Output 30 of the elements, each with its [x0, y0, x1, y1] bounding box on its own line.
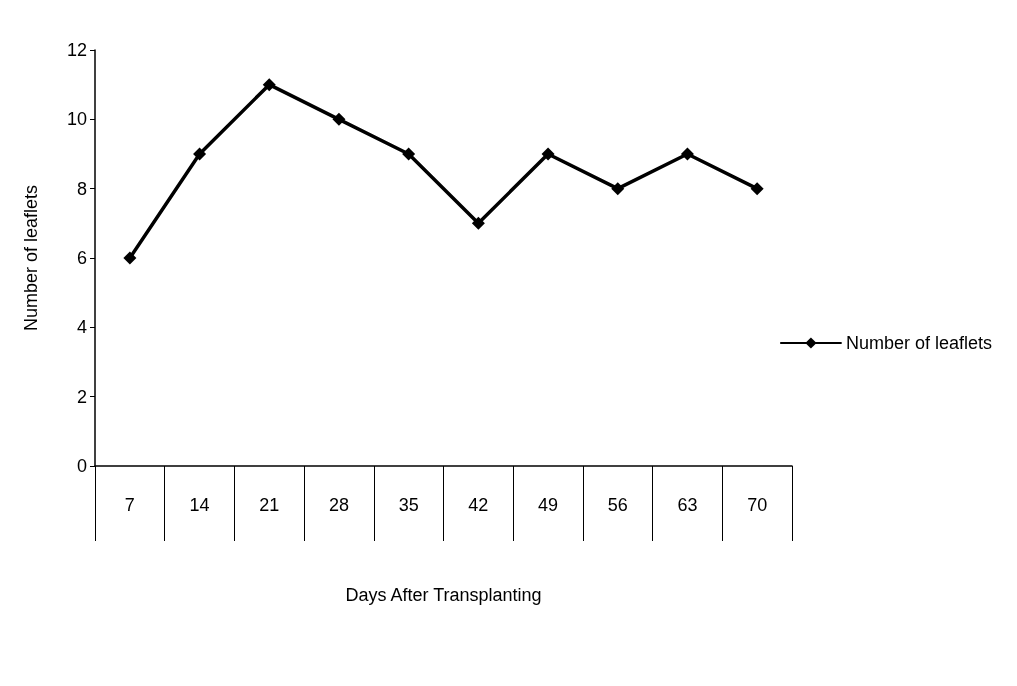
- y-tick-label: 0: [76, 456, 87, 476]
- y-axis-title: Number of leaflets: [21, 184, 41, 332]
- point: [611, 182, 625, 196]
- y-tick-label: 2: [76, 386, 87, 407]
- point: [471, 216, 485, 230]
- x-tick-label: 56: [607, 495, 628, 515]
- y-tick-label: 8: [76, 178, 87, 199]
- x-tick-label: 28: [328, 495, 349, 515]
- y-tick-label: 10: [66, 109, 87, 130]
- point: [332, 112, 346, 126]
- x-tick-label: 35: [398, 495, 419, 515]
- point: [402, 147, 416, 161]
- x-axis-title: Days After Transplanting: [345, 585, 542, 605]
- point: [262, 78, 276, 92]
- x-tick-label: 49: [538, 495, 559, 515]
- point: [193, 147, 207, 161]
- x-tick-label: 70: [747, 495, 768, 515]
- x-tick-label: 14: [189, 495, 210, 515]
- point: [750, 182, 764, 196]
- x-tick-label: 7: [124, 495, 135, 515]
- y-tick-label: 12: [66, 40, 87, 60]
- y-tick-label: 4: [76, 317, 87, 338]
- point: [680, 147, 694, 161]
- point: [541, 147, 555, 161]
- x-tick-label: 21: [259, 495, 280, 515]
- y-tick-label: 6: [76, 248, 87, 268]
- x-tick-label: 42: [468, 495, 489, 515]
- legend-label: Number of leaflets: [845, 333, 993, 353]
- point: [123, 251, 137, 265]
- x-tick-label: 63: [677, 495, 698, 515]
